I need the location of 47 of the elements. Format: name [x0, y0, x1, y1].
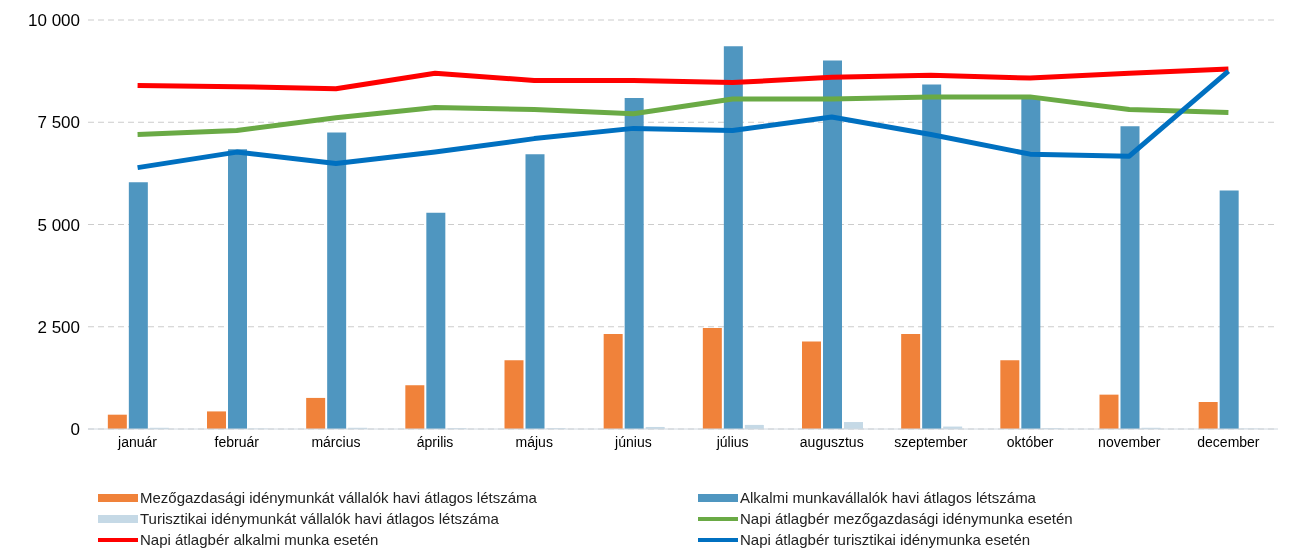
legend-label: Alkalmi munkavállalók havi átlagos létszáma: [740, 489, 1036, 506]
legend-label: Napi átlagbér alkalmi munka esetén: [140, 531, 379, 548]
bar: [823, 60, 842, 429]
bar: [327, 132, 347, 429]
bar: [405, 385, 425, 429]
x-tick-label: november: [1098, 433, 1161, 450]
bar: [107, 414, 127, 429]
x-tick-label: július: [715, 433, 749, 450]
bar: [802, 341, 821, 429]
y-tick-label: 2 500: [37, 317, 80, 337]
bar: [1120, 126, 1140, 429]
bar: [624, 98, 644, 429]
bar: [306, 397, 326, 429]
bar: [723, 46, 743, 429]
bar: [901, 334, 921, 429]
x-tick-label: augusztus: [799, 433, 864, 450]
y-tick-label: 0: [70, 420, 80, 440]
x-tick-label: szeptember: [894, 433, 968, 450]
bar: [1099, 394, 1119, 429]
bar: [504, 360, 524, 429]
x-tick-label: június: [614, 433, 652, 450]
y-tick-label: 5 000: [37, 215, 80, 235]
legend-label: Napi átlagbér mezőgazdasági idénymunka esetén: [740, 510, 1073, 527]
x-tick-label: május: [515, 433, 553, 450]
x-tick-label: január: [117, 433, 158, 450]
x-tick-label: október: [1006, 433, 1054, 450]
bar: [207, 411, 226, 429]
bar: [426, 212, 446, 429]
bar: [228, 149, 247, 429]
bar: [922, 84, 942, 429]
bar: [702, 327, 722, 429]
bar: [525, 154, 545, 429]
bar: [603, 334, 623, 429]
bar: [1021, 98, 1041, 429]
x-tick-label: december: [1197, 433, 1260, 450]
x-tick-label: március: [311, 433, 361, 450]
bar: [128, 182, 148, 429]
y-tick-label: 7 500: [37, 113, 80, 133]
x-tick-label: április: [416, 433, 454, 450]
legend-label: Mezőgazdasági idénymunkát vállalók havi átlagos létszáma: [140, 489, 537, 506]
legend-label: Turisztikai idénymunkát vállalók havi átlagos létszáma: [140, 510, 499, 527]
legend-label: Napi átlagbér turisztikai idénymunka esetén: [740, 531, 1031, 548]
bar: [1219, 190, 1239, 429]
bar: [1198, 402, 1218, 429]
bar: [1000, 360, 1020, 429]
y-tick-label: 10 000: [28, 11, 80, 31]
x-tick-label: február: [214, 433, 260, 450]
